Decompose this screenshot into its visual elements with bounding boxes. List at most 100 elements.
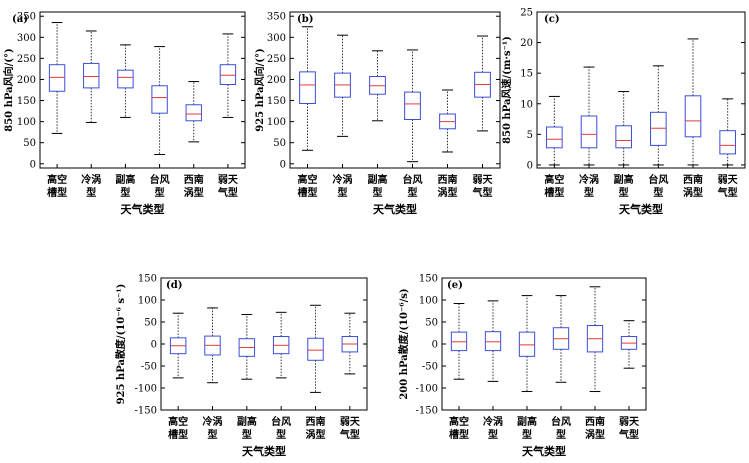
category-label: 弱天 bbox=[218, 174, 239, 186]
chart-panel-0: 0 50 100 150 200 250 300 350(a) 850 hPa风向/(°) 高空槽… bbox=[2, 11, 246, 216]
category-label: 台风 bbox=[150, 173, 170, 186]
category-label: 台风 bbox=[271, 415, 291, 428]
category-label: 涡型 bbox=[184, 186, 204, 199]
category-label: 槽型 bbox=[298, 186, 318, 199]
category-label: 型 bbox=[86, 186, 96, 199]
box-3 bbox=[151, 46, 168, 168]
y-tick-label: -50 bbox=[141, 362, 157, 373]
category-label: 西南 bbox=[683, 173, 703, 186]
category-label: 台风 bbox=[403, 173, 423, 186]
category-label: 副高 bbox=[115, 173, 135, 186]
category-label: 气型 bbox=[618, 428, 639, 441]
category-label: 型 bbox=[522, 428, 532, 441]
category-label: 槽型 bbox=[168, 428, 188, 441]
category-label: 高空 bbox=[544, 173, 564, 186]
category-label: 冷涡 bbox=[81, 173, 101, 186]
plot-frame bbox=[289, 11, 501, 169]
box-0 bbox=[450, 303, 468, 410]
x-axis-label: 天气类型 bbox=[373, 202, 417, 216]
category-label: 涡型 bbox=[683, 186, 703, 199]
plot-frame bbox=[160, 277, 368, 411]
y-tick-label: -150 bbox=[416, 406, 438, 417]
box-2 bbox=[238, 314, 256, 410]
y-tick-label: -100 bbox=[135, 384, 157, 395]
y-tick-label: 20 bbox=[520, 38, 533, 49]
y-axis-label: 925 hPa风向/(°) bbox=[253, 48, 266, 131]
category-label: 型 bbox=[488, 428, 498, 441]
y-tick-label: 150 bbox=[138, 274, 157, 285]
category-label: 型 bbox=[584, 186, 594, 199]
box-2 bbox=[615, 91, 632, 168]
box-1 bbox=[484, 300, 502, 410]
box-2 bbox=[117, 44, 134, 168]
x-axis-label: 天气类型 bbox=[242, 444, 286, 458]
box-1 bbox=[83, 30, 100, 168]
box-4 bbox=[307, 304, 324, 410]
y-axis-label: 200 hPa散度/(10⁻⁶/s) bbox=[397, 288, 410, 399]
x-axis-label: 天气类型 bbox=[522, 444, 566, 458]
category-label: 型 bbox=[120, 186, 130, 199]
category-label: 台风 bbox=[648, 173, 668, 186]
y-tick-label: 150 bbox=[17, 96, 36, 107]
category-label: 型 bbox=[556, 428, 566, 441]
box-3 bbox=[552, 295, 570, 410]
y-tick-label: 0 bbox=[527, 160, 533, 171]
plot-frame bbox=[39, 11, 246, 169]
category-label: 弱天 bbox=[718, 174, 739, 186]
category-label: 涡型 bbox=[306, 428, 326, 441]
x-axis-label: 天气类型 bbox=[619, 202, 663, 216]
category-label: 西南 bbox=[585, 415, 605, 428]
category-label: 型 bbox=[653, 186, 663, 199]
y-tick-label: -150 bbox=[135, 406, 157, 417]
iqr-box bbox=[650, 111, 667, 146]
category-label: 台风 bbox=[551, 415, 571, 428]
box-2 bbox=[518, 295, 536, 410]
y-tick-label: 300 bbox=[267, 33, 286, 44]
y-tick-label: 10 bbox=[520, 99, 533, 110]
iqr-box bbox=[546, 126, 563, 149]
box-0 bbox=[546, 95, 563, 168]
box-4 bbox=[439, 89, 456, 168]
y-tick-label: 350 bbox=[17, 12, 36, 23]
panel-label: (e) bbox=[447, 280, 463, 291]
y-tick-label: 100 bbox=[17, 117, 36, 128]
box-0 bbox=[169, 312, 187, 410]
category-label: 气型 bbox=[717, 186, 738, 199]
y-tick-label: 100 bbox=[138, 296, 157, 307]
iqr-box bbox=[83, 62, 100, 89]
box-5 bbox=[719, 98, 736, 168]
category-label: 西南 bbox=[306, 415, 326, 428]
iqr-box bbox=[307, 337, 324, 361]
iqr-box bbox=[719, 130, 736, 155]
category-label: 西南 bbox=[438, 173, 458, 186]
category-label: 弱天 bbox=[340, 416, 361, 428]
category-label: 高空 bbox=[47, 173, 67, 186]
iqr-box bbox=[484, 331, 502, 352]
y-tick-label: 250 bbox=[267, 54, 286, 65]
y-tick-label: 200 bbox=[267, 75, 286, 86]
box-1 bbox=[334, 34, 351, 168]
y-tick-label: 150 bbox=[419, 274, 438, 285]
category-label: 型 bbox=[155, 186, 165, 199]
category-label: 涡型 bbox=[438, 186, 458, 199]
y-tick-label: 100 bbox=[267, 117, 286, 128]
iqr-box bbox=[299, 71, 316, 104]
category-label: 型 bbox=[242, 428, 252, 441]
y-tick-label: 0 bbox=[30, 159, 36, 170]
y-tick-label: 50 bbox=[273, 138, 286, 149]
category-label: 槽型 bbox=[544, 186, 564, 199]
category-label: 型 bbox=[338, 186, 348, 199]
box-2 bbox=[369, 50, 386, 168]
y-tick-label: 50 bbox=[425, 318, 438, 329]
panel-label: (a) bbox=[12, 14, 28, 25]
x-axis-label: 天气类型 bbox=[121, 202, 165, 216]
y-axis-label: 925 hPa散度/(10⁻⁶ s⁻¹) bbox=[114, 284, 127, 405]
plot-frame bbox=[536, 11, 746, 169]
box-5 bbox=[341, 312, 359, 410]
category-label: 涡型 bbox=[585, 428, 605, 441]
category-label: 弱天 bbox=[473, 174, 494, 186]
category-label: 副高 bbox=[517, 415, 537, 428]
box-0 bbox=[299, 26, 316, 168]
